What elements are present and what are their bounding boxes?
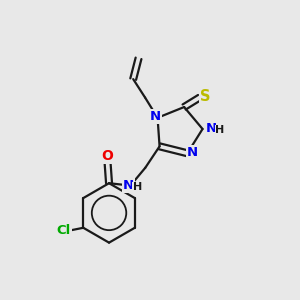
Text: H: H [215, 125, 224, 135]
Text: O: O [101, 149, 113, 164]
Text: N: N [206, 122, 217, 136]
Text: S: S [200, 88, 210, 104]
Text: H: H [133, 182, 142, 192]
Text: N: N [122, 179, 134, 192]
Text: Cl: Cl [57, 224, 71, 237]
Text: N: N [187, 146, 198, 159]
Text: N: N [150, 110, 161, 123]
